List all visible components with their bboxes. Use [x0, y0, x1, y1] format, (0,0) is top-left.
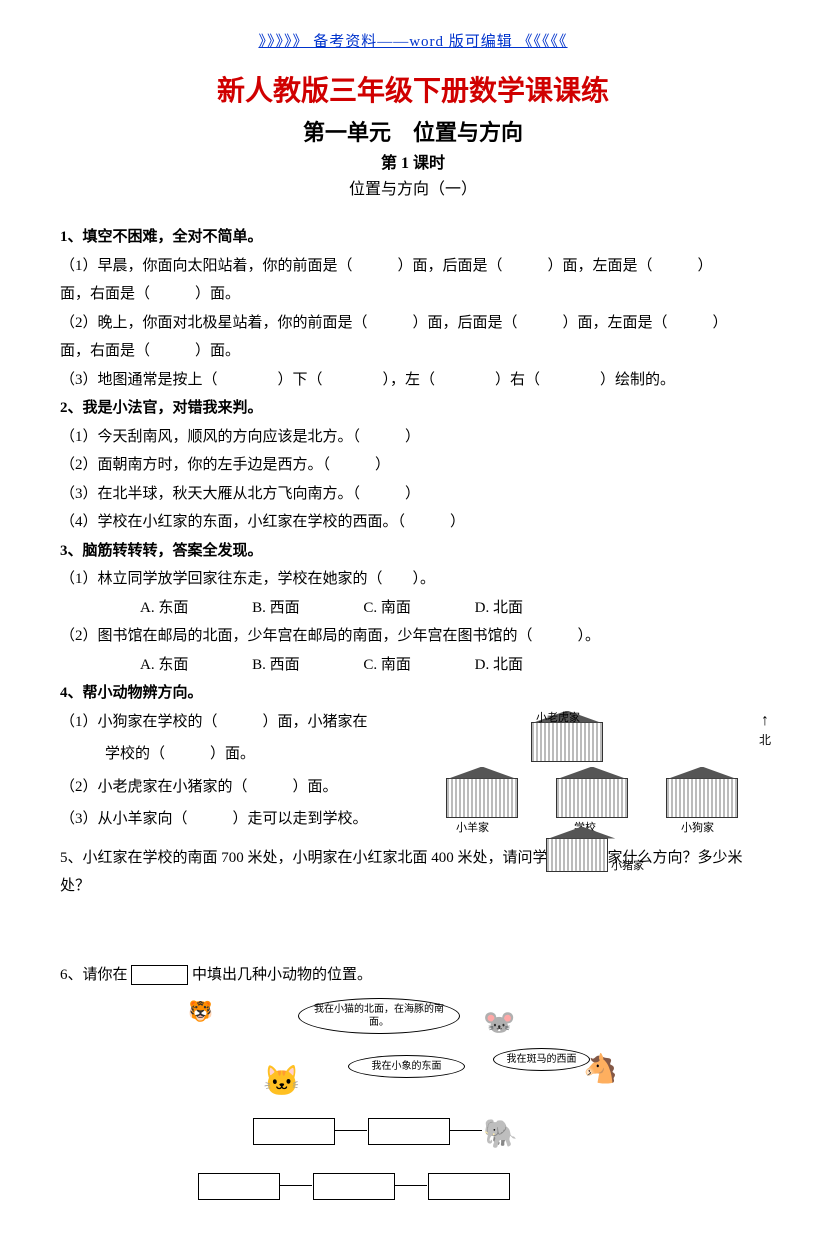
q4-item1-line1: （1）小狗家在学校的（ ）面，小猪家在: [60, 708, 420, 737]
q6-text-b: 中填出几种小动物的位置。: [192, 967, 372, 983]
north-label: 北: [759, 729, 771, 752]
sheep-house-icon: [446, 778, 518, 818]
q3-opt2-a: A. 东面: [140, 651, 188, 680]
q6-text-a: 6、请你在: [60, 967, 131, 983]
q3-item2: （2）图书馆在邮局的北面，少年宫在邮局的南面，少年宫在图书馆的（ ）。: [60, 622, 766, 651]
pig-house-icon: [546, 838, 608, 872]
q4-item2: （2）小老虎家在小猪家的（ ）面。: [60, 773, 420, 802]
q3-options2: A. 东面 B. 西面 C. 南面 D. 北面: [60, 651, 766, 680]
arrow-line-3: [279, 1185, 312, 1186]
q2-heading: 2、我是小法官，对错我来判。: [60, 394, 766, 423]
lesson-number: 第 1 课时: [60, 149, 766, 173]
q2-item1: （1）今天刮南风，顺风的方向应该是北方。（ ）: [60, 423, 766, 452]
speech-bubble-2: 我在小象的东面: [348, 1055, 465, 1078]
content-body: 1、填空不困难，全对不简单。 （1）早晨，你面向太阳站着，你的前面是（ ）面，后…: [60, 223, 766, 1203]
q4-item3: （3）从小羊家向（ ）走可以走到学校。: [60, 805, 420, 834]
animal-sketch-2: 🐭: [483, 998, 515, 1047]
dog-house-icon: [666, 778, 738, 818]
animal-sketch-1: 🐯: [188, 993, 213, 1031]
school-house-icon: [556, 778, 628, 818]
q3-opt1-b: B. 西面: [252, 594, 300, 623]
speech-bubble-3: 我在斑马的西面: [493, 1048, 590, 1071]
q2-item4: （4）学校在小红家的东面，小红家在学校的西面。（ ）: [60, 508, 766, 537]
q6-heading: 6、请你在 中填出几种小动物的位置。: [60, 961, 766, 990]
q3-opt1-a: A. 东面: [140, 594, 188, 623]
q3-opt2-b: B. 西面: [252, 651, 300, 680]
q6-figure: 🐯 我在小猫的北面，在海豚的南面。 🐭 🐱 我在小象的东面 我在斑马的西面 🐴 …: [183, 993, 643, 1203]
q4-item1-line2: 学校的（ ）面。: [60, 740, 420, 769]
arrow-line-4: [394, 1185, 427, 1186]
answer-box-5: [428, 1173, 510, 1200]
q3-item1: （1）林立同学放学回家往东走，学校在她家的（ ）。: [60, 565, 766, 594]
north-indicator: ↑ 北: [759, 713, 771, 752]
arrow-up-icon: ↑: [759, 713, 771, 729]
q4-figure: ↑ 北 小老虎家 小羊家 学校 小狗家 小猪家: [436, 708, 776, 858]
worksheet-page: 》》》》》 备考资料——word 版可编辑 《《《《《 新人教版三年级下册数学课…: [0, 0, 826, 1243]
q3-options1: A. 东面 B. 西面 C. 南面 D. 北面: [60, 594, 766, 623]
q3-opt2-c: C. 南面: [363, 651, 411, 680]
q6-blank-box-icon: [131, 965, 188, 985]
q2-item3: （3）在北半球，秋天大雁从北方飞向南方。（ ）: [60, 480, 766, 509]
main-title: 新人教版三年级下册数学课课练: [60, 69, 766, 109]
q3-heading: 3、脑筋转转转，答案全发现。: [60, 537, 766, 566]
q1-item1-line2: 面，右面是（ ）面。: [60, 280, 766, 309]
speech-bubble-1: 我在小猫的北面，在海豚的南面。: [298, 998, 460, 1034]
arrow-line-2: [449, 1130, 482, 1131]
answer-box-4: [313, 1173, 395, 1200]
q3-opt1-d: D. 北面: [475, 594, 523, 623]
q1-heading: 1、填空不困难，全对不简单。: [60, 223, 766, 252]
q4-heading: 4、帮小动物辨方向。: [60, 679, 766, 708]
q3-opt1-c: C. 南面: [363, 594, 411, 623]
q1-item2-line2: 面，右面是（ ）面。: [60, 337, 766, 366]
animal-sketch-4: 🐘: [483, 1108, 518, 1161]
q2-item2: （2）面朝南方时，你的左手边是西方。（ ）: [60, 451, 766, 480]
unit-title: 第一单元 位置与方向: [60, 115, 766, 147]
q4-text-block: （1）小狗家在学校的（ ）面，小猪家在 学校的（ ）面。 （2）小老虎家在小猪家…: [60, 708, 420, 834]
arrow-line-1: [334, 1130, 367, 1131]
animal-sketch-3: 🐴: [583, 1043, 618, 1096]
dog-label: 小狗家: [681, 818, 714, 839]
answer-box-2: [368, 1118, 450, 1145]
q1-item2-line1: （2）晚上，你面对北极星站着，你的前面是（ ）面，后面是（ ）面，左面是（ ）: [60, 309, 766, 338]
cat-sketch: 🐱: [263, 1053, 300, 1110]
pig-label: 小猪家: [611, 856, 644, 877]
answer-box-1: [253, 1118, 335, 1145]
header-reference-link: 》》》》》 备考资料——word 版可编辑 《《《《《: [60, 30, 766, 51]
q3-opt2-d: D. 北面: [475, 651, 523, 680]
answer-box-3: [198, 1173, 280, 1200]
lesson-subtitle: 位置与方向（一）: [60, 175, 766, 199]
tiger-label: 小老虎家: [536, 708, 580, 729]
q4-container: （1）小狗家在学校的（ ）面，小猪家在 学校的（ ）面。 （2）小老虎家在小猪家…: [60, 708, 766, 834]
sheep-label: 小羊家: [456, 818, 489, 839]
q1-item1-line1: （1）早晨，你面向太阳站着，你的前面是（ ）面，后面是（ ）面，左面是（ ）: [60, 252, 766, 281]
q1-item3: （3）地图通常是按上（ ）下（ ），左（ ）右（ ）绘制的。: [60, 366, 766, 395]
